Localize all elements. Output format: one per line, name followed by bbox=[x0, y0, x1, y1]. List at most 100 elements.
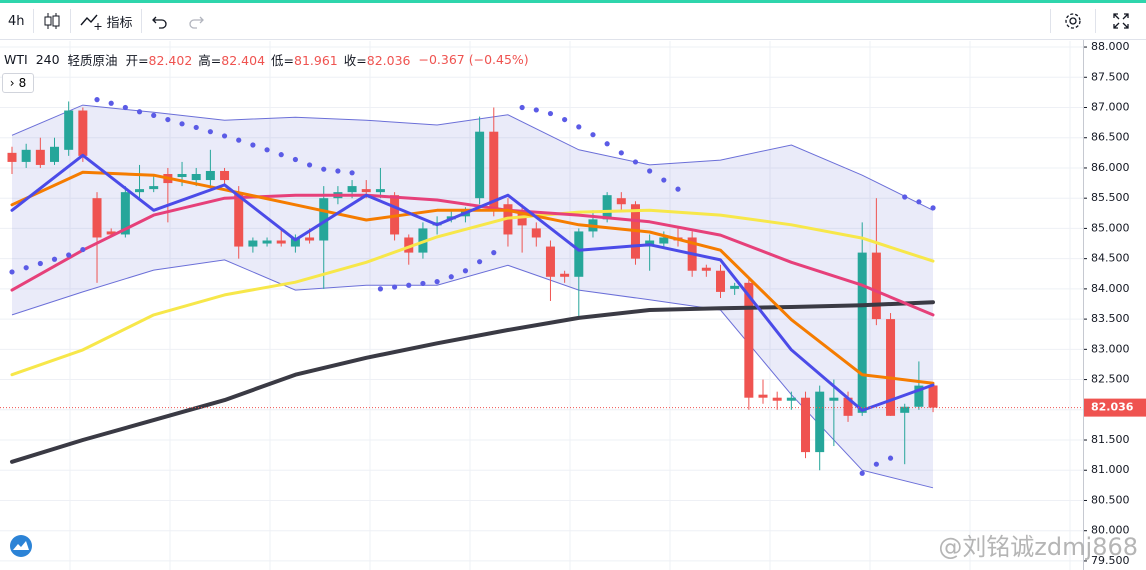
chart-style-button[interactable] bbox=[34, 3, 70, 39]
candle-body bbox=[801, 397, 811, 453]
sar-dot bbox=[590, 132, 596, 138]
candle-body bbox=[829, 397, 839, 401]
sar-dot bbox=[519, 104, 525, 111]
candle-body bbox=[871, 252, 881, 320]
candle-body bbox=[347, 186, 357, 193]
collapse-button[interactable]: › 8 bbox=[2, 73, 34, 93]
candle-body bbox=[914, 385, 924, 407]
sar-dot bbox=[292, 156, 298, 163]
candle-body bbox=[319, 198, 329, 241]
y-tick-label: 84.500 bbox=[1091, 252, 1130, 265]
settings-button[interactable] bbox=[1051, 3, 1095, 39]
toolbar: 4h 指标 bbox=[0, 0, 1146, 40]
logo bbox=[10, 535, 32, 557]
interval-button[interactable]: 4h bbox=[0, 3, 33, 39]
ma-line bbox=[10, 193, 935, 317]
sar-dot bbox=[9, 269, 15, 275]
candle-body bbox=[786, 397, 796, 401]
sar-dot bbox=[321, 166, 327, 172]
candle-body bbox=[886, 319, 896, 416]
sar-dot bbox=[108, 100, 114, 106]
sar-dot bbox=[547, 110, 554, 117]
sar-dot bbox=[434, 279, 440, 285]
sar-dot bbox=[916, 199, 922, 205]
y-tick-label: 84.000 bbox=[1091, 282, 1130, 295]
candle-body bbox=[7, 152, 17, 162]
ohlc-label: 低= bbox=[271, 53, 295, 68]
y-tick-label: 79.500 bbox=[1091, 554, 1130, 567]
ma-line bbox=[10, 208, 935, 377]
sar-dot bbox=[165, 116, 171, 123]
y-tick-label: 85.000 bbox=[1091, 221, 1130, 234]
sar-dot bbox=[94, 97, 100, 103]
candle-body bbox=[900, 406, 910, 413]
y-tick-label: 83.500 bbox=[1091, 312, 1130, 325]
candle-body bbox=[248, 240, 258, 247]
collapsed-count: 8 bbox=[18, 76, 27, 90]
fullscreen-button[interactable] bbox=[1096, 3, 1146, 39]
candle-body bbox=[191, 174, 201, 181]
indicators-button[interactable]: 指标 bbox=[71, 3, 141, 39]
undo-icon bbox=[151, 16, 167, 29]
sar-dot bbox=[264, 147, 270, 153]
ma-line bbox=[10, 153, 935, 412]
undo-button[interactable] bbox=[142, 3, 178, 39]
candle-body bbox=[375, 189, 385, 193]
y-tick-label: 86.500 bbox=[1091, 131, 1130, 144]
indicator-icon bbox=[79, 14, 102, 30]
candle-body bbox=[489, 131, 499, 211]
candle-body bbox=[177, 174, 187, 178]
sar-dot bbox=[661, 177, 667, 183]
sar-dot bbox=[136, 109, 143, 115]
sar-dot bbox=[80, 246, 86, 253]
sar-dot bbox=[887, 455, 894, 461]
separator bbox=[32, 9, 34, 33]
sar-dot bbox=[618, 150, 624, 156]
sar-dot bbox=[420, 280, 426, 287]
band-fill bbox=[12, 105, 933, 488]
resolution: 240 bbox=[35, 52, 60, 67]
settings-icon bbox=[1065, 13, 1081, 29]
legend: WTI 240 轻质原油 开=82.402 高=82.404 低=81.961 收=8… bbox=[4, 50, 529, 69]
y-tick-label: 83.000 bbox=[1091, 342, 1130, 355]
y-tick-label: 85.500 bbox=[1091, 191, 1130, 204]
ohlc-value: 82.402 bbox=[148, 53, 193, 68]
candle-body bbox=[290, 237, 300, 247]
fullscreen-icon bbox=[1113, 13, 1129, 29]
sar-dot bbox=[859, 470, 865, 476]
candle-body bbox=[21, 149, 31, 162]
ohlc-item: 高=82.404 bbox=[198, 50, 265, 69]
sar-dot bbox=[477, 259, 483, 265]
candle-body bbox=[560, 273, 570, 277]
ohlc-label: 收= bbox=[343, 53, 367, 68]
ohlc-label: 开= bbox=[125, 53, 149, 68]
candle-body bbox=[928, 385, 938, 408]
candle-body bbox=[843, 397, 853, 416]
sar-dot bbox=[51, 256, 58, 262]
y-tick-label: 88.000 bbox=[1091, 40, 1130, 53]
candle-body bbox=[475, 131, 485, 199]
chevron: › bbox=[9, 76, 15, 90]
sar-dot bbox=[873, 461, 879, 467]
sar-dot bbox=[448, 274, 454, 280]
redo-button[interactable] bbox=[178, 3, 214, 39]
candle-body bbox=[305, 237, 315, 241]
ohlc-label: 高= bbox=[198, 53, 222, 68]
candle-body bbox=[205, 170, 215, 181]
separator bbox=[140, 9, 142, 33]
redo-icon bbox=[188, 16, 204, 29]
ohlc-value: 82.404 bbox=[221, 53, 266, 68]
candle-body bbox=[545, 246, 555, 277]
candle-body bbox=[716, 270, 725, 292]
candle-body bbox=[135, 189, 145, 193]
symbol: WTI bbox=[4, 52, 28, 67]
sar-dot bbox=[151, 112, 157, 118]
candle-body bbox=[772, 397, 782, 401]
candle-body bbox=[120, 192, 130, 235]
sar-dot bbox=[37, 260, 43, 267]
sar-dot bbox=[930, 205, 936, 211]
candle-body bbox=[276, 240, 286, 244]
candle-body bbox=[361, 189, 371, 193]
